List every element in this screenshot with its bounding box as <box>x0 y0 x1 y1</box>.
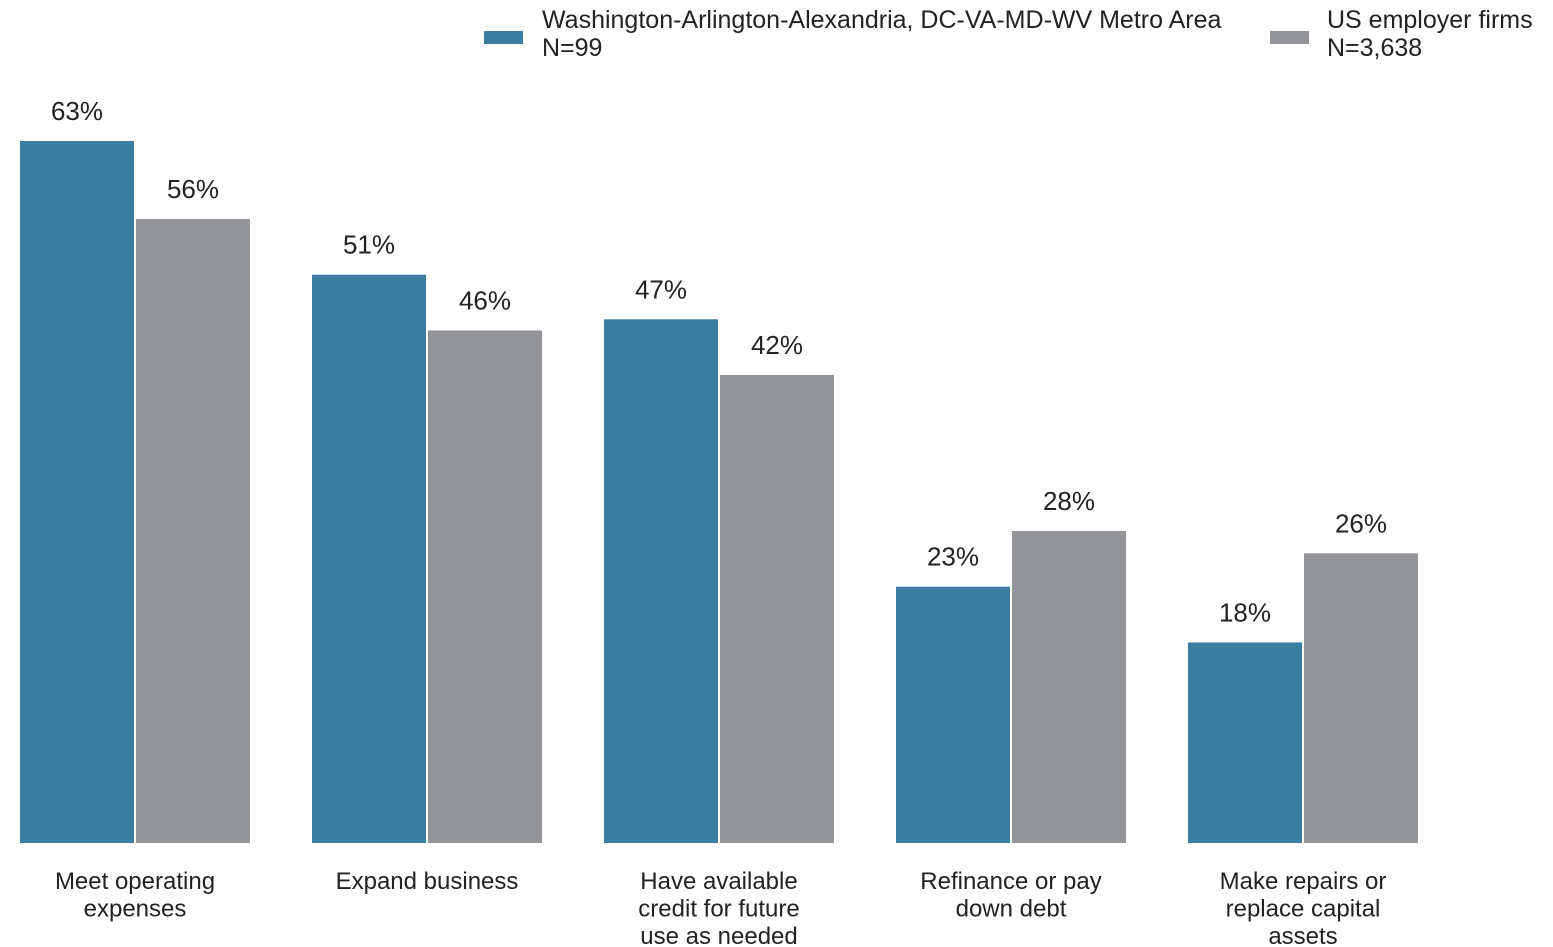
value-label-metro-0: 63% <box>51 96 103 126</box>
category-label-4-line-1: replace capital <box>1226 896 1381 923</box>
category-label-2-line-0: Have available <box>640 868 797 895</box>
legend-label-us: US employer firms <box>1327 6 1533 34</box>
category-label-3-line-0: Refinance or pay <box>920 868 1101 895</box>
legend-label-metro: Washington-Arlington-Alexandria, DC-VA-M… <box>542 6 1221 34</box>
legend-swatch-us <box>1270 31 1309 44</box>
legend-n-metro: N=99 <box>542 34 602 62</box>
bar-metro-2 <box>604 319 718 843</box>
category-label-0-line-1: expenses <box>84 896 187 923</box>
legend: Washington-Arlington-Alexandria, DC-VA-M… <box>484 6 1533 62</box>
value-label-metro-3: 23% <box>927 542 979 572</box>
bar-us-2 <box>720 375 834 843</box>
bar-metro-0 <box>20 141 134 843</box>
value-label-metro-1: 51% <box>343 230 395 260</box>
category-label-1-line-0: Expand business <box>336 868 519 895</box>
value-label-us-3: 28% <box>1043 486 1095 516</box>
bar-metro-3 <box>896 586 1010 843</box>
value-labels-group: 63% 56% 51% 46% 47% 42% 23% 28% 18% 26% <box>51 96 1387 627</box>
value-label-us-0: 56% <box>167 174 219 204</box>
value-label-us-4: 26% <box>1335 508 1387 538</box>
legend-swatch-metro <box>484 31 523 44</box>
bar-metro-4 <box>1188 642 1302 843</box>
category-label-4-line-2: assets <box>1268 923 1337 947</box>
category-label-2-line-1: credit for future <box>638 896 799 923</box>
value-label-metro-4: 18% <box>1219 597 1271 627</box>
bar-us-4 <box>1304 553 1418 843</box>
category-label-0-line-0: Meet operating <box>55 868 215 895</box>
category-label-2-line-2: use as needed <box>640 923 797 947</box>
bar-metro-1 <box>312 274 426 843</box>
value-label-us-2: 42% <box>751 330 803 360</box>
category-label-3-line-1: down debt <box>956 896 1067 923</box>
category-label-4-line-0: Make repairs or <box>1220 868 1387 895</box>
bars-group <box>20 141 1418 843</box>
legend-n-us: N=3,638 <box>1327 34 1422 62</box>
bar-us-0 <box>136 219 250 843</box>
value-label-metro-2: 47% <box>635 274 687 304</box>
bar-us-3 <box>1012 531 1126 843</box>
value-label-us-1: 46% <box>459 285 511 315</box>
bar-us-1 <box>428 330 542 843</box>
